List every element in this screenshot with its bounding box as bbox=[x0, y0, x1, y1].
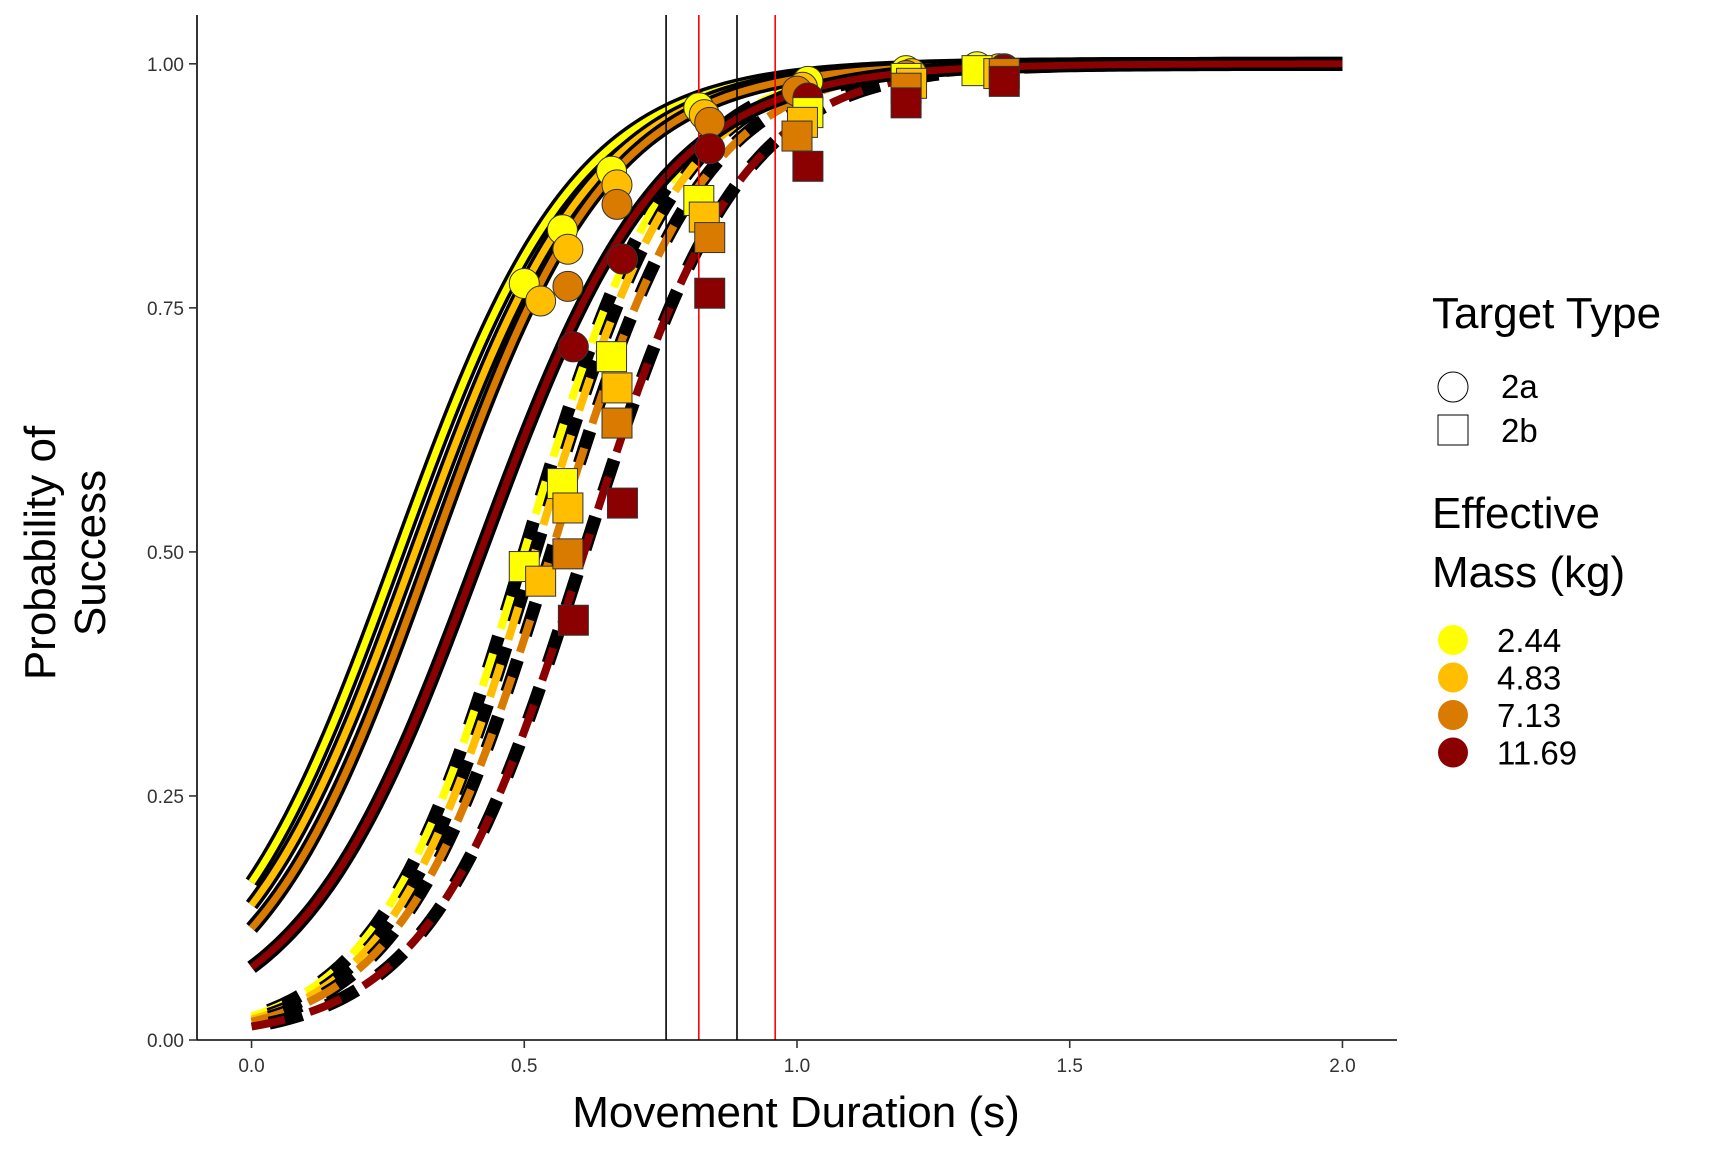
point-2b-7_13-2 bbox=[694, 222, 726, 254]
legend-shape-label-2b: 2b bbox=[1501, 412, 1538, 449]
legend-color-label-0: 2.44 bbox=[1497, 622, 1561, 659]
y-axis-ticks: 0.00 0.25 0.50 0.75 1.00 bbox=[147, 55, 197, 1052]
point-2b-7_13-0 bbox=[552, 538, 584, 570]
x-tick-label-3: 1.5 bbox=[1057, 1056, 1083, 1077]
legend-color-label-1: 4.83 bbox=[1497, 660, 1561, 697]
point-2a-7_13-2 bbox=[694, 106, 726, 138]
curve-2a-2_44 bbox=[248, 60, 1343, 885]
y-tick-label-1: 0.25 bbox=[147, 787, 184, 808]
legend-circle-key bbox=[1437, 371, 1469, 403]
point-2a-11_69-0 bbox=[557, 331, 589, 363]
y-tick-label-3: 0.75 bbox=[147, 299, 184, 320]
point-2b-4_83-1 bbox=[552, 492, 584, 524]
legend-color-key-0 bbox=[1438, 625, 1468, 655]
legend-color-title-line-2: Mass (kg) bbox=[1432, 548, 1625, 597]
y-axis-title-line-1: Probability of bbox=[16, 425, 65, 680]
point-2b-11_69-1 bbox=[606, 487, 638, 519]
point-2b-7_13-3 bbox=[781, 120, 813, 152]
legend-square-key bbox=[1437, 414, 1469, 446]
curve-2b-4_83 bbox=[250, 59, 1343, 1024]
legend-color-label-3: 11.69 bbox=[1497, 735, 1577, 772]
point-2b-11_69-5 bbox=[988, 65, 1020, 97]
legend-color-title-line-1: Effective bbox=[1432, 489, 1600, 538]
point-2b-2_44-2 bbox=[596, 341, 628, 373]
x-tick-label-4: 2.0 bbox=[1329, 1056, 1355, 1077]
curve-2a-4_83 bbox=[248, 60, 1343, 908]
point-2b-7_13-1 bbox=[601, 407, 633, 439]
x-axis-title: Movement Duration (s) bbox=[572, 1088, 1019, 1137]
x-axis-ticks: 0.0 0.5 1.0 1.5 2.0 bbox=[238, 1040, 1356, 1077]
point-2a-4_83-1 bbox=[552, 233, 584, 265]
curve-2a-2_44-outline bbox=[245, 56, 1343, 887]
x-tick-label-1: 0.5 bbox=[511, 1056, 537, 1077]
point-2a-4_83-0 bbox=[525, 285, 557, 317]
point-2a-11_69-2 bbox=[694, 133, 726, 165]
legend-shape-label-2a: 2a bbox=[1501, 368, 1538, 405]
data-points bbox=[508, 51, 1020, 636]
legend-color-key-3 bbox=[1438, 737, 1468, 768]
x-tick-label-2: 1.0 bbox=[784, 1056, 810, 1077]
fit-curves bbox=[245, 56, 1343, 1033]
legend-shape-title: Target Type bbox=[1432, 289, 1661, 338]
y-tick-label-2: 0.50 bbox=[147, 543, 184, 564]
legend-color-key-2 bbox=[1438, 700, 1468, 730]
point-2a-11_69-1 bbox=[606, 243, 638, 275]
point-2b-11_69-0 bbox=[557, 604, 589, 636]
legend: Target Type 2a 2b Effective Mass (kg) 2.… bbox=[1432, 289, 1661, 772]
point-2b-11_69-3 bbox=[792, 150, 824, 182]
point-2a-7_13-0 bbox=[552, 270, 584, 302]
y-axis-title-line-2: Success bbox=[66, 470, 115, 636]
y-tick-label-0: 0.00 bbox=[147, 1031, 184, 1052]
curve-2a-4_83-outline bbox=[245, 56, 1343, 910]
point-2b-4_83-2 bbox=[601, 372, 633, 404]
point-2b-11_69-4 bbox=[890, 87, 922, 119]
point-2b-11_69-2 bbox=[694, 277, 726, 309]
x-tick-label-0: 0.0 bbox=[238, 1056, 264, 1077]
y-tick-label-4: 1.00 bbox=[147, 55, 184, 76]
legend-color-key-1 bbox=[1438, 662, 1468, 693]
point-2b-4_83-0 bbox=[525, 565, 557, 597]
legend-color-label-2: 7.13 bbox=[1497, 697, 1561, 734]
point-2a-7_13-1 bbox=[601, 188, 633, 220]
